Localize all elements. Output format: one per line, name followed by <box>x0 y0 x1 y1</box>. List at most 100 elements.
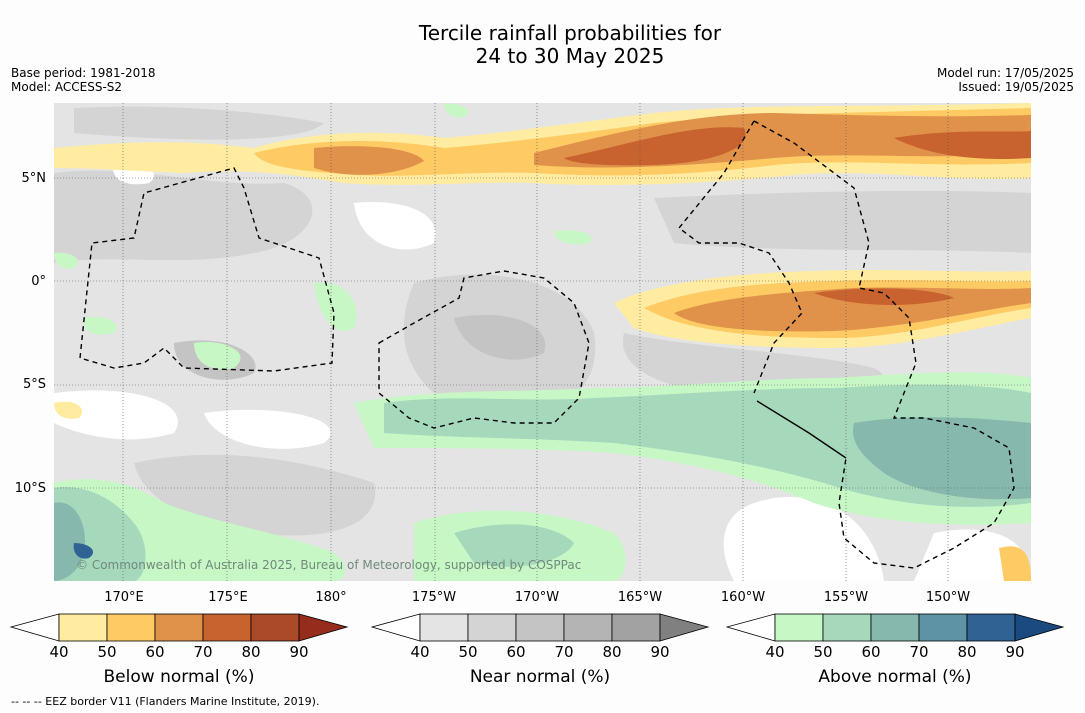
lon-label: 160°W <box>720 590 766 605</box>
colorbar-swatch <box>370 613 421 642</box>
colorbar-swatch <box>298 613 349 642</box>
colorbar-swatch <box>9 613 60 642</box>
base-period: Base period: 1981-2018 <box>11 66 156 80</box>
tick-label: 40 <box>49 643 69 661</box>
lon-label: 165°W <box>617 590 663 605</box>
above-normal-40-area <box>194 342 241 370</box>
meta-left: Base period: 1981-2018 Model: ACCESS-S2 <box>11 66 156 94</box>
tick-label: 80 <box>957 643 977 661</box>
white-area <box>354 202 436 250</box>
near-normal-50-area <box>74 106 324 140</box>
map-title: Tercile rainfall probabilities for 24 to… <box>0 22 1085 68</box>
lon-label: 175°E <box>208 590 248 605</box>
above-normal-40-area <box>314 282 357 331</box>
lon-label: 155°W <box>823 590 869 605</box>
colorbar-swatch <box>870 613 920 642</box>
title-line-2: 24 to 30 May 2025 <box>475 44 665 68</box>
title-line-1: Tercile rainfall probabilities for <box>418 21 722 45</box>
tick-label: 60 <box>506 643 526 661</box>
above-normal-40-area <box>83 316 117 335</box>
colorbar-swatch <box>966 613 1016 642</box>
above-normal-40-area <box>444 103 468 118</box>
colorbar-swatch <box>1014 613 1065 642</box>
above-normal-40-area <box>554 230 592 245</box>
lon-label: 150°W <box>925 590 971 605</box>
colorbar-swatch <box>725 613 776 642</box>
meta-right: Model run: 17/05/2025 Issued: 19/05/2025 <box>937 66 1074 94</box>
tick-label: 90 <box>650 643 670 661</box>
colorbar-swatch <box>611 613 661 642</box>
solid-borders <box>756 400 847 459</box>
colorbar-above-label: Above normal (%) <box>818 667 972 687</box>
colorbar-swatch <box>822 613 872 642</box>
tick-label: 40 <box>765 643 785 661</box>
lat-label-10s: 10°S <box>14 481 46 496</box>
colorbar-above-swatches <box>725 613 1065 642</box>
map-canvas <box>54 103 1031 581</box>
colorbar-swatch <box>154 613 204 642</box>
tick-label: 90 <box>289 643 309 661</box>
colorbar-swatch <box>774 613 824 642</box>
white-area <box>723 496 884 581</box>
above-normal-40-area <box>54 252 78 269</box>
colorbar-swatch <box>918 613 968 642</box>
tick-label: 80 <box>241 643 261 661</box>
colorbar-swatch <box>202 613 252 642</box>
above-normal-80-area <box>73 543 94 559</box>
colorbar-swatch <box>419 613 469 642</box>
lon-label: 175°W <box>411 590 457 605</box>
tick-label: 70 <box>193 643 213 661</box>
below-normal-40-area <box>54 401 83 419</box>
lat-label-0: 0° <box>31 274 46 289</box>
below-normal-70-area <box>564 127 746 166</box>
probability-map <box>54 103 1031 581</box>
tick-label: 70 <box>554 643 574 661</box>
white-area <box>54 390 178 440</box>
copyright-notice: © Commonwealth of Australia 2025, Bureau… <box>76 558 582 572</box>
colorbar-swatch <box>250 613 300 642</box>
colorbar-swatch <box>515 613 565 642</box>
tick-label: 40 <box>410 643 430 661</box>
tick-label: 70 <box>909 643 929 661</box>
tick-label: 50 <box>97 643 117 661</box>
colorbar-near-label: Near normal (%) <box>469 667 611 687</box>
tick-label: 50 <box>458 643 478 661</box>
white-area <box>914 529 1031 581</box>
below-normal-60-area <box>314 146 424 175</box>
issued-date: Issued: 19/05/2025 <box>958 80 1074 94</box>
tick-label: 60 <box>861 643 881 661</box>
tick-label: 50 <box>813 643 833 661</box>
colorbar-swatch <box>467 613 517 642</box>
graticule <box>54 103 1031 581</box>
model-name: Model: ACCESS-S2 <box>11 80 123 94</box>
tick-label: 60 <box>145 643 165 661</box>
below-normal-70-area <box>814 288 954 305</box>
tick-label: 80 <box>602 643 622 661</box>
lat-label-5n: 5°N <box>21 171 47 186</box>
model-run: Model run: 17/05/2025 <box>936 66 1074 80</box>
lon-label: 170°W <box>514 590 560 605</box>
colorbar-below-label: Below normal (%) <box>103 667 255 687</box>
colorbar-swatch <box>58 613 108 642</box>
colorbar-above-normal: 40 50 60 70 80 90 Above normal (%) <box>725 613 1066 687</box>
eez-borders <box>79 120 1015 569</box>
colorbar-near-swatches <box>370 613 710 642</box>
above-normal-50-area <box>454 524 574 567</box>
below-normal-50-area <box>999 546 1031 581</box>
above-normal-50-area <box>384 384 1031 507</box>
lon-label: 180° <box>315 590 347 605</box>
lon-label: 170°E <box>104 590 144 605</box>
white-area <box>204 409 331 449</box>
above-normal-60-area <box>853 417 1031 500</box>
colorbar-swatch <box>106 613 156 642</box>
below-normal-70-area <box>894 131 1031 159</box>
tick-label: 90 <box>1005 643 1025 661</box>
colorbar-near-normal: 40 50 60 70 80 90 Near normal (%) <box>370 613 711 687</box>
near-normal-50-area <box>54 170 313 263</box>
near-normal-50-area <box>654 190 1031 253</box>
colorbar-below-swatches <box>9 613 349 642</box>
eez-footnote: -- -- -- EEZ border V11 (Flanders Marine… <box>11 695 320 708</box>
colorbar-swatch <box>659 613 710 642</box>
colorbar-swatch <box>563 613 613 642</box>
near-normal-60-area <box>454 314 546 360</box>
